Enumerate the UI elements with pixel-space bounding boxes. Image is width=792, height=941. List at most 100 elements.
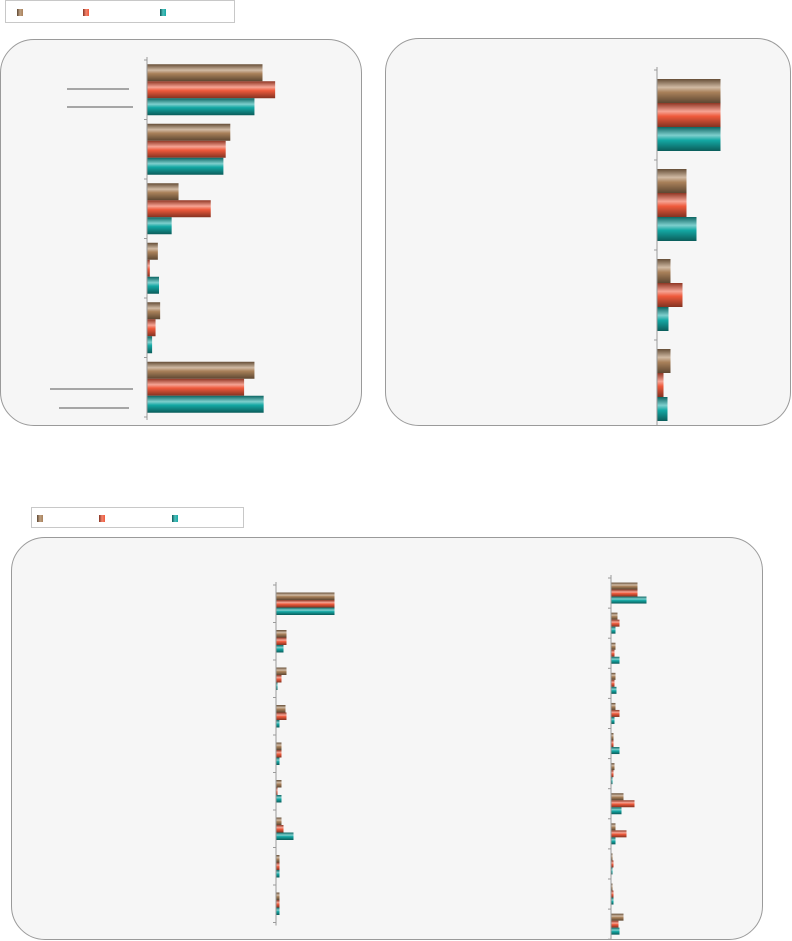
bar-series-3-category-4 <box>657 397 668 421</box>
bar-series-2-category-4 <box>611 679 615 687</box>
chart-panel-bottom <box>11 537 763 940</box>
bar-series-1-category-2 <box>147 123 231 141</box>
chart-panel-top-right <box>385 38 791 426</box>
bar-series-3-category-1 <box>276 607 335 615</box>
bar-series-1-category-5 <box>147 302 161 320</box>
bar-series-2-category-9 <box>276 900 280 908</box>
bar-series-2-category-5 <box>276 750 282 758</box>
bar-series-2-category-5 <box>611 709 620 717</box>
bar-series-1-category-11 <box>611 883 613 891</box>
bar-series-3-category-7 <box>276 832 294 840</box>
bar-series-3-category-8 <box>611 807 622 815</box>
bar-series-3-category-2 <box>657 217 697 241</box>
bar-series-3-category-6 <box>276 795 282 803</box>
bar-series-3-category-8 <box>276 870 280 878</box>
bar-series-3-category-3 <box>611 656 620 664</box>
bar-series-3-category-3 <box>657 307 669 331</box>
legend-swatch-series-a <box>37 515 43 522</box>
legend-swatch-series-b <box>83 9 89 16</box>
bar-series-1-category-8 <box>611 793 624 801</box>
bar-series-3-category-2 <box>147 157 224 175</box>
bar-series-3-category-1 <box>657 127 721 151</box>
bar-series-1-category-9 <box>611 823 616 831</box>
bar-chart-top-right <box>654 67 721 425</box>
bar-series-1-category-3 <box>276 667 287 675</box>
bar-series-3-category-10 <box>611 867 613 875</box>
bar-series-3-category-9 <box>276 907 280 915</box>
bar-series-3-category-6 <box>611 747 620 755</box>
bar-series-2-category-2 <box>276 637 287 645</box>
bar-series-2-category-2 <box>147 140 226 158</box>
chart-legend-top <box>5 0 235 23</box>
bar-series-2-category-7 <box>611 770 614 778</box>
bar-series-3-category-9 <box>611 837 616 845</box>
bar-series-2-category-11 <box>611 890 614 898</box>
bar-series-1-category-8 <box>276 855 280 863</box>
bar-series-3-category-5 <box>276 757 280 765</box>
bar-series-2-category-3 <box>147 200 211 218</box>
bar-series-3-category-5 <box>611 716 615 724</box>
bar-series-1-category-12 <box>611 913 624 921</box>
bar-series-1-category-4 <box>611 672 616 680</box>
bar-series-1-category-7 <box>611 763 615 771</box>
bar-series-2-category-4 <box>147 259 150 277</box>
bar-series-1-category-4 <box>276 705 286 713</box>
bar-series-1-category-2 <box>276 630 287 638</box>
bar-series-2-category-3 <box>611 649 615 657</box>
bar-series-2-category-12 <box>611 920 619 928</box>
bar-series-1-category-3 <box>611 642 616 650</box>
bar-series-2-category-6 <box>276 787 278 795</box>
bar-series-1-category-5 <box>276 742 282 750</box>
bar-series-2-category-5 <box>147 319 156 337</box>
bar-series-2-category-7 <box>276 825 284 833</box>
bar-series-3-category-3 <box>147 217 172 235</box>
bar-series-3-category-4 <box>276 720 280 728</box>
bar-series-2-category-10 <box>611 860 614 868</box>
bar-chart-bottom <box>273 575 647 939</box>
bar-series-2-category-9 <box>611 830 627 838</box>
bar-series-2-category-1 <box>147 81 276 99</box>
bar-series-2-category-3 <box>657 283 683 307</box>
bar-series-2-category-1 <box>276 600 335 608</box>
bar-series-3-category-6 <box>147 395 264 413</box>
bar-series-1-category-2 <box>611 612 618 620</box>
bar-series-3-category-11 <box>611 897 614 905</box>
bar-series-3-category-3 <box>276 682 278 690</box>
bar-series-3-category-1 <box>147 98 255 116</box>
bar-series-1-category-6 <box>276 780 282 788</box>
bar-series-1-category-6 <box>611 733 614 741</box>
bar-series-1-category-10 <box>611 853 613 861</box>
bar-series-1-category-1 <box>611 582 638 590</box>
bar-series-2-category-4 <box>657 373 664 397</box>
bar-series-3-category-2 <box>611 626 616 634</box>
bar-series-2-category-2 <box>657 193 687 217</box>
bar-series-2-category-2 <box>611 619 620 627</box>
bar-series-2-category-1 <box>657 103 721 127</box>
bar-series-1-category-5 <box>611 702 616 710</box>
bar-series-1-category-4 <box>147 242 158 260</box>
legend-swatch-series-c <box>160 9 166 16</box>
bar-series-1-category-6 <box>147 361 255 379</box>
chart-legend-bottom <box>31 507 244 528</box>
bar-series-2-category-6 <box>611 740 614 748</box>
bar-series-3-category-4 <box>611 686 617 694</box>
legend-swatch-series-a <box>17 9 23 16</box>
bar-series-2-category-8 <box>276 862 280 870</box>
bar-series-1-category-1 <box>147 64 263 82</box>
bar-series-2-category-6 <box>147 378 245 396</box>
bar-series-3-category-4 <box>147 276 159 294</box>
bar-series-1-category-4 <box>657 349 671 373</box>
bar-series-1-category-1 <box>657 79 721 103</box>
bar-series-3-category-1 <box>611 596 647 604</box>
bar-chart-top-left <box>50 57 276 420</box>
bar-series-1-category-7 <box>276 817 282 825</box>
bar-series-2-category-1 <box>611 589 638 597</box>
bar-series-2-category-4 <box>276 712 287 720</box>
bar-series-1-category-2 <box>657 169 687 193</box>
bar-series-3-category-12 <box>611 927 620 935</box>
legend-swatch-series-c <box>172 515 178 522</box>
bar-series-2-category-3 <box>276 675 282 683</box>
bar-series-1-category-9 <box>276 892 280 900</box>
bar-series-1-category-1 <box>276 592 335 600</box>
chart-panel-top-left <box>0 39 362 426</box>
